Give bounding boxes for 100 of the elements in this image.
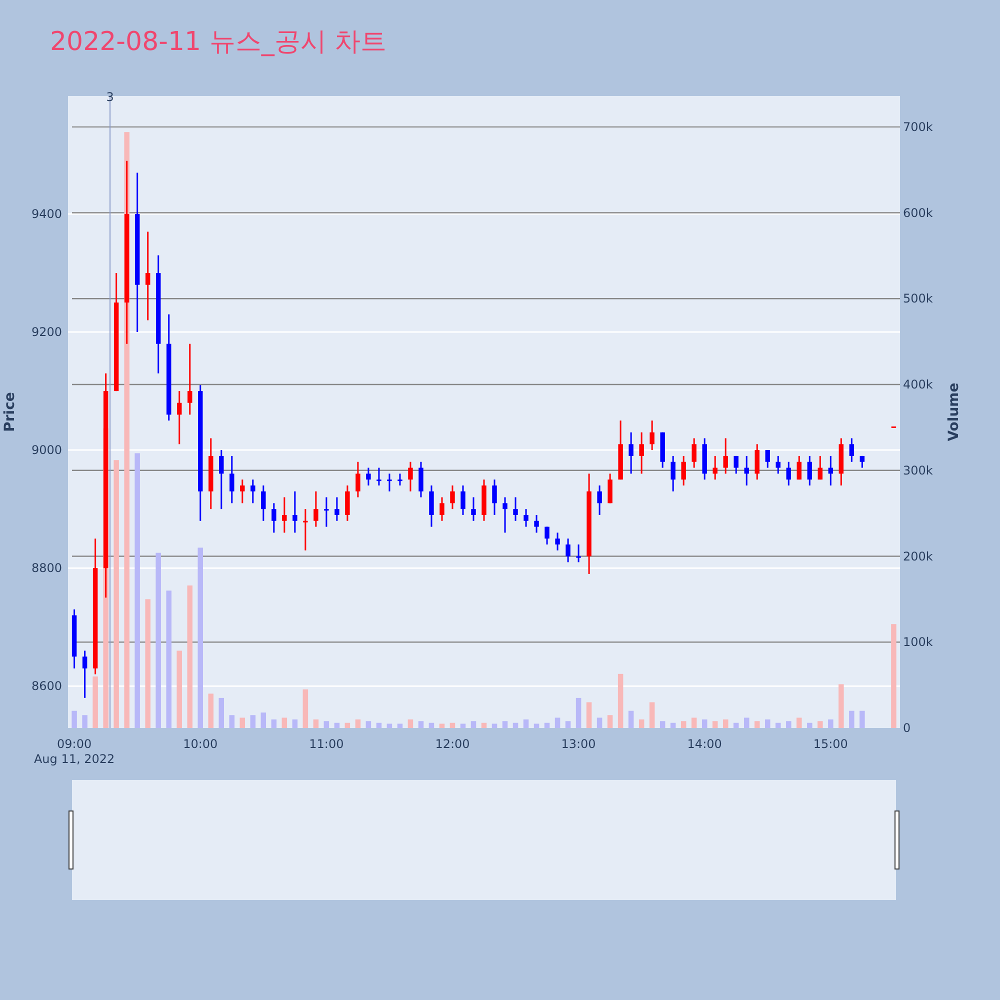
candlestick	[796, 455, 802, 480]
candlestick	[807, 455, 812, 486]
bar	[134, 453, 140, 728]
bar	[344, 722, 350, 728]
bar	[849, 710, 854, 728]
x-tick-label: 09:00	[57, 737, 92, 751]
candlestick	[334, 496, 340, 522]
ref-line-label: 3	[106, 90, 114, 104]
x-tick-label: 10:00	[183, 737, 218, 751]
candlestick	[524, 508, 528, 528]
y2-tick-label: 200k	[903, 549, 933, 564]
bar	[712, 721, 718, 728]
candlestick	[230, 455, 234, 504]
bar	[176, 650, 182, 728]
candlestick	[849, 438, 854, 463]
bar	[72, 710, 77, 728]
candlestick	[513, 496, 518, 522]
bar	[198, 548, 203, 728]
bar	[418, 721, 424, 728]
bar	[534, 724, 540, 728]
candlestick	[692, 438, 696, 469]
candlestick	[272, 502, 276, 534]
candlestick	[670, 455, 676, 492]
bar	[376, 722, 382, 728]
bar	[838, 684, 844, 728]
bar	[271, 719, 277, 728]
bar	[638, 719, 644, 728]
candlestick	[387, 472, 392, 492]
bar	[397, 724, 403, 728]
x-tick-label: 11:00	[309, 737, 344, 751]
bar	[460, 724, 466, 728]
y2-tick-label: 400k	[903, 378, 933, 392]
candlestick	[429, 484, 434, 528]
bar	[114, 460, 119, 728]
bar	[282, 718, 288, 728]
bar	[586, 702, 592, 728]
bar	[807, 722, 812, 728]
y2-tick-label: 0	[903, 721, 911, 735]
candlestick	[219, 449, 224, 510]
bar	[680, 721, 686, 728]
x-tick-label: 12:00	[435, 737, 470, 751]
candlestick	[82, 650, 88, 699]
bar	[492, 724, 498, 728]
y-tick-label: 9000	[31, 443, 62, 458]
bar	[408, 719, 414, 728]
candlestick	[418, 461, 424, 498]
candlestick	[639, 432, 644, 474]
candlestick	[818, 455, 823, 480]
bar	[313, 719, 319, 728]
x-tick-label: 13:00	[561, 737, 596, 751]
candlestick	[723, 438, 728, 474]
bar	[292, 719, 298, 728]
x-tick-label: 15:00	[813, 737, 848, 751]
y-tick-label: 8600	[31, 679, 62, 694]
candlestick	[356, 461, 360, 498]
bar	[891, 624, 896, 728]
candlestick	[650, 420, 654, 451]
candlestick	[145, 230, 150, 321]
bar	[618, 674, 624, 728]
bar	[786, 721, 792, 728]
bar	[145, 599, 150, 728]
candlestick	[555, 532, 560, 552]
y-tick-label: 9200	[31, 325, 62, 340]
bar	[355, 719, 361, 728]
candlestick	[282, 496, 287, 534]
bar	[796, 718, 802, 728]
candlestick	[754, 443, 760, 480]
bar	[334, 722, 340, 728]
candlestick	[376, 467, 382, 486]
bar	[439, 724, 445, 728]
bar	[628, 710, 634, 728]
candlestick	[398, 472, 402, 486]
candlestick	[502, 496, 508, 534]
bar	[722, 719, 728, 728]
bar	[765, 719, 770, 728]
bar	[166, 590, 172, 728]
bar	[691, 718, 697, 728]
candlestick	[628, 432, 634, 474]
bar	[260, 712, 266, 728]
bar	[218, 698, 224, 728]
candlestick	[681, 455, 686, 486]
y-axis-title: Price	[2, 392, 18, 432]
candlestick	[261, 484, 266, 522]
bar	[240, 718, 246, 728]
bar	[733, 722, 739, 728]
bar	[512, 722, 518, 728]
bar	[607, 715, 613, 728]
bar	[828, 719, 834, 728]
candlestick	[366, 467, 371, 486]
bar	[229, 715, 235, 728]
candlestick	[250, 478, 256, 504]
candlestick	[734, 455, 738, 474]
candlestick	[776, 455, 781, 474]
bar	[386, 724, 392, 728]
candlestick	[765, 449, 770, 469]
candlestick	[712, 455, 718, 480]
bar	[324, 721, 330, 728]
y2-tick-label: 600k	[903, 206, 933, 220]
bar	[302, 689, 308, 728]
bar	[250, 715, 256, 728]
